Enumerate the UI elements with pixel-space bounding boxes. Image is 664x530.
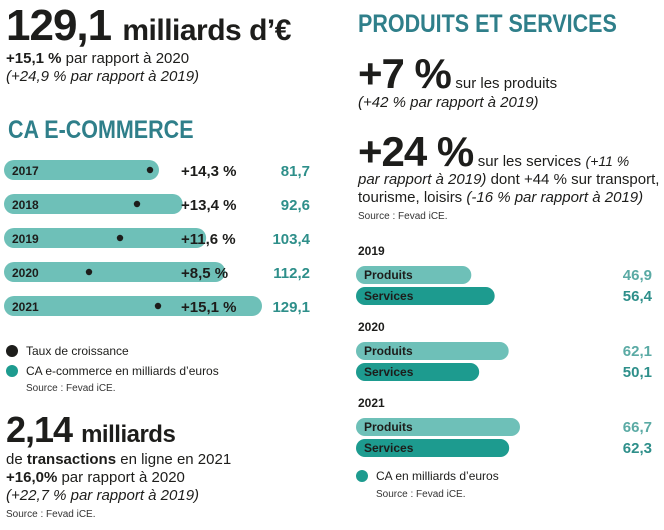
services-line1-text: sur les services (477, 153, 582, 170)
services-line1-ital: (+11 % (585, 153, 630, 169)
services-line2: par rapport à 2019) dont +44 % sur trans… (358, 171, 659, 188)
year-label-2017: 2017 (12, 164, 39, 178)
products-services-source: Source : Fevad iCE. (358, 211, 448, 222)
year-label-2018: 2018 (12, 198, 39, 212)
produits-label-2020: Produits (364, 344, 413, 358)
transactions-line1-pre: de (6, 451, 23, 468)
produits-label-2019: Produits (364, 268, 413, 282)
services-line2-ital: par rapport à 2019) (358, 171, 487, 188)
group-year-2021: 2021 (358, 396, 385, 410)
services-label-2020: Services (364, 365, 414, 379)
growth-label-2017: +14,3 % (181, 163, 236, 180)
produits-value-2020: 62,1 (623, 343, 652, 360)
ps-legend: CA en milliards d’euros (356, 469, 499, 483)
products-stat: +7 % sur les produits (358, 50, 557, 98)
year-label-2019: 2019 (12, 232, 39, 246)
transactions-line1-post: en ligne en 2021 (120, 451, 232, 468)
ps-legend-source: Source : Fevad iCE. (376, 489, 466, 500)
transactions-line2: +16,0% par rapport à 2020 (6, 469, 185, 486)
produits-label-2021: Produits (364, 420, 413, 434)
growth-2020-value: +15,1 % (6, 50, 62, 67)
produits-bar-2021 (356, 418, 520, 436)
produits-value-2019: 46,9 (623, 267, 652, 284)
ca-label-2017: 81,7 (281, 163, 310, 180)
services-value-2020: 50,1 (623, 364, 652, 381)
headline-unit: milliards d’€ (122, 14, 291, 47)
transactions-line1: de transactions en ligne en 2021 (6, 451, 231, 468)
growth-label-2019: +11,6 % (181, 231, 236, 248)
legend-growth: Taux de croissance (6, 344, 129, 358)
ca-bar-2017 (4, 160, 159, 180)
ps-legend-label: CA en milliards d’euros (376, 469, 499, 483)
year-label-2020: 2020 (12, 266, 39, 280)
growth-label-2018: +13,4 % (181, 197, 236, 214)
growth-dot-2020 (85, 268, 93, 276)
transactions-line2-bold: +16,0% (6, 469, 58, 486)
services-line3: tourisme, loisirs (-16 % par rapport à 2… (358, 189, 643, 206)
ps-legend-dot (356, 470, 368, 482)
growth-label-2020: +8,5 % (181, 265, 228, 282)
growth-2020-text: par rapport à 2020 (65, 50, 190, 67)
legend-ca-dot (6, 365, 18, 377)
growth-dot-2018 (133, 200, 141, 208)
group-year-2019: 2019 (358, 244, 385, 258)
growth-dot-2021 (154, 302, 162, 310)
produits-bar-2020 (356, 342, 509, 360)
year-label-2021: 2021 (12, 300, 39, 314)
services-pct: +24 % (358, 128, 474, 175)
services-label-2019: Services (364, 289, 414, 303)
ca-label-2021: 129,1 (272, 299, 310, 316)
services-line2-text: dont +44 % sur transport, (490, 171, 660, 188)
growth-dot-2017 (146, 166, 154, 174)
transactions-source: Source : Fevad iCE. (6, 509, 96, 520)
services-value-2019: 56,4 (623, 288, 653, 305)
growth-2019-line: (+24,9 % par rapport à 2019) (6, 68, 200, 85)
services-label-2021: Services (364, 441, 414, 455)
services-line3-text: tourisme, loisirs (358, 189, 463, 206)
group-year-2020: 2020 (358, 320, 385, 334)
transactions-line1-bold: transactions (26, 451, 117, 468)
transactions-unit: milliards (81, 421, 176, 448)
products-pct: +7 % (358, 50, 452, 97)
ca-bar-2018 (4, 194, 183, 214)
ecommerce-chart: 2017 +14,3 % 81,7 2018 +13,4 % 92,6 2019 +11,6 … (4, 160, 311, 316)
ca-bar-2021 (4, 296, 262, 316)
products-services-title: PRODUITS ET SERVICES (358, 10, 617, 38)
ca-label-2019: 103,4 (272, 231, 310, 248)
growth-dot-2019 (116, 234, 124, 242)
transactions-line2-post: par rapport à 2020 (61, 469, 185, 486)
services-bar-2020 (356, 363, 480, 381)
transactions-value: 2,14 (6, 409, 73, 450)
ecommerce-source: Source : Fevad iCE. (26, 383, 116, 394)
produits-bar-2019 (356, 266, 472, 284)
growth-label-2021: +15,1 % (181, 299, 236, 316)
headline-value: 129,1 (6, 1, 112, 50)
products-text: sur les produits (455, 75, 558, 92)
products-services-chart: 2019 Produits 46,9 Services 56,4 2020 Produits… (356, 244, 653, 457)
headline: 129,1 milliards d’€ (6, 0, 291, 57)
products-2019: (+42 % par rapport à 2019) (358, 94, 539, 111)
ca-bar-2020 (4, 262, 226, 282)
transactions-headline: 2,14 milliards (6, 409, 176, 455)
services-line3-ital: (-16 % par rapport à 2019) (466, 189, 644, 206)
legend-ca: CA e-commerce en milliards d’euros (6, 364, 219, 378)
ca-label-2018: 92,6 (281, 197, 310, 214)
services-stat: +24 % sur les services (+11 % (358, 128, 629, 176)
legend-ca-label: CA e-commerce en milliards d’euros (26, 364, 219, 378)
growth-2020-line: +15,1 % par rapport à 2020 (6, 50, 189, 67)
services-value-2021: 62,3 (623, 440, 652, 457)
ca-bar-2019 (4, 228, 207, 248)
legend-growth-label: Taux de croissance (26, 344, 129, 358)
services-bar-2019 (356, 287, 495, 305)
produits-value-2021: 66,7 (623, 419, 652, 436)
ecommerce-title: CA E-COMMERCE (8, 116, 194, 144)
transactions-line3: (+22,7 % par rapport à 2019) (6, 487, 200, 504)
legend-growth-dot (6, 345, 18, 357)
ca-label-2020: 112,2 (273, 265, 310, 282)
services-bar-2021 (356, 439, 510, 457)
